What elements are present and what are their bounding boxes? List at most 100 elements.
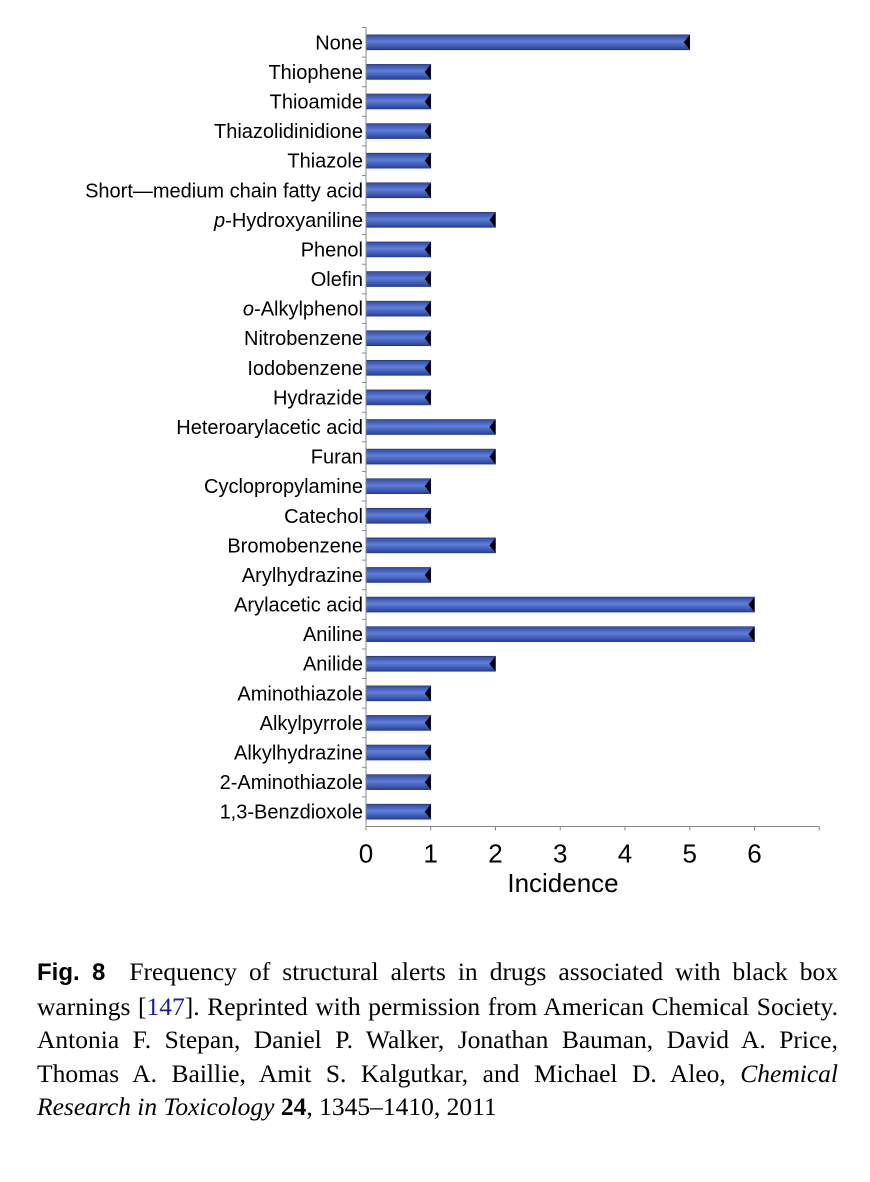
bar — [365, 448, 496, 465]
category-label: Iodobenzene — [247, 358, 363, 380]
bar-end-cap — [424, 93, 431, 109]
caption-text: Frequency of structural alerts in drugs … — [37, 957, 839, 1021]
bar — [365, 507, 432, 524]
bar — [365, 537, 496, 554]
x-tick-label: 5 — [683, 839, 697, 869]
category-label: Thiophene — [268, 62, 363, 84]
journal-name: Chemical Research in Toxicology — [37, 1058, 838, 1122]
bar-end-cap — [489, 656, 496, 672]
category-label: 2-Aminothiazole — [220, 772, 363, 794]
axis-layer: 0 1 2 3 4 5 6 — [359, 27, 820, 869]
category-label: Arylacetic acid — [234, 595, 363, 617]
category-label: Thiazolidinidione — [214, 121, 363, 143]
category-labels: None Thiophene Thioamide Thiazolidinidione T… — [85, 32, 363, 823]
bar-end-cap — [424, 774, 431, 790]
bar — [365, 715, 432, 731]
x-tick-label: 0 — [359, 839, 373, 869]
category-label: Alkylpyrrole — [260, 713, 363, 735]
bar — [365, 685, 432, 702]
reference-link[interactable]: 147 — [146, 991, 185, 1021]
bar-end-cap — [424, 271, 431, 287]
category-label: Furan — [311, 447, 363, 469]
x-tick-label: 6 — [747, 839, 761, 869]
bar-end-cap — [489, 449, 496, 465]
bar — [365, 360, 432, 376]
bar — [365, 744, 432, 761]
bar — [365, 123, 432, 139]
journal-volume: 24 — [280, 1092, 307, 1121]
bar — [365, 64, 432, 80]
bar — [365, 596, 755, 613]
category-label: None — [315, 32, 363, 54]
bar-end-cap — [424, 241, 431, 257]
bar — [365, 182, 432, 199]
bar-end-cap — [489, 537, 496, 553]
bar-end-cap — [424, 508, 431, 524]
bar — [365, 212, 496, 228]
bar — [365, 419, 496, 435]
bar-end-cap — [424, 804, 431, 820]
bar-end-cap — [424, 745, 431, 761]
bar-end-cap — [683, 34, 690, 50]
x-axis-title: Incidence — [507, 868, 618, 898]
x-tick-label: 4 — [618, 839, 632, 869]
bar — [365, 567, 432, 583]
category-label: 1,3-Benzdioxole — [220, 802, 363, 824]
bar — [365, 774, 432, 790]
category-label: Short—medium chain fatty acid — [85, 180, 363, 202]
x-tick-label: 1 — [424, 839, 438, 869]
category-label: Catechol — [284, 506, 363, 528]
category-label: Olefin — [311, 269, 363, 291]
bar — [365, 655, 496, 672]
bar — [365, 152, 432, 169]
category-label: p-Hydroxyaniline — [213, 210, 363, 232]
bars-layer — [365, 34, 755, 820]
bar — [365, 330, 432, 347]
bar-end-cap — [424, 153, 431, 169]
caption-text-continued: ]. Reprinted with permission from Americ… — [37, 991, 838, 1088]
figure-label: Fig. 8 — [37, 959, 106, 986]
bar — [365, 93, 432, 110]
bar-chart: 0 1 2 3 4 5 6 None Thiophene Thioamide Thiazolidi… — [85, 27, 820, 898]
bar — [365, 271, 432, 287]
bar-end-cap — [424, 685, 431, 701]
category-label: Aniline — [303, 624, 363, 646]
bar-end-cap — [424, 330, 431, 346]
bar-end-cap — [424, 389, 431, 405]
category-label: Arylhydrazine — [242, 565, 363, 587]
bar — [365, 300, 432, 317]
category-label: Thioamide — [270, 91, 363, 113]
category-label: o-Alkylphenol — [243, 299, 363, 321]
bar-end-cap — [748, 626, 755, 642]
bar-end-cap — [424, 301, 431, 317]
category-label: Hydrazide — [273, 387, 363, 409]
x-tick-label: 2 — [488, 839, 502, 869]
category-label: Heteroarylacetic acid — [176, 417, 363, 439]
bar-end-cap — [489, 419, 496, 435]
bar-end-cap — [424, 567, 431, 583]
category-label: Phenol — [301, 239, 363, 261]
bar-end-cap — [424, 64, 431, 80]
journal-pages-year: , 1345–1410, 2011 — [306, 1092, 497, 1121]
category-label: Bromobenzene — [227, 535, 363, 557]
bar-end-cap — [424, 715, 431, 731]
category-label: Nitrobenzene — [244, 328, 363, 350]
category-label: Aminothiazole — [237, 683, 363, 705]
bar-end-cap — [424, 360, 431, 376]
bar-end-cap — [424, 478, 431, 494]
bar — [365, 478, 432, 494]
bar — [365, 803, 432, 820]
bar-end-cap — [489, 212, 496, 228]
bar — [365, 241, 432, 258]
bar-end-cap — [424, 182, 431, 198]
bar-end-cap — [424, 123, 431, 139]
category-label: Alkylhydrazine — [234, 743, 363, 765]
bar — [365, 389, 432, 406]
category-label: Anilide — [303, 654, 363, 676]
category-label: Thiazole — [287, 151, 363, 173]
bar-end-cap — [748, 597, 755, 613]
x-tick-label: 3 — [553, 839, 567, 869]
figure-caption: Fig. 8 Frequency of structural alerts in… — [37, 955, 838, 1124]
bar — [365, 34, 691, 51]
category-label: Cyclopropylamine — [204, 476, 363, 498]
